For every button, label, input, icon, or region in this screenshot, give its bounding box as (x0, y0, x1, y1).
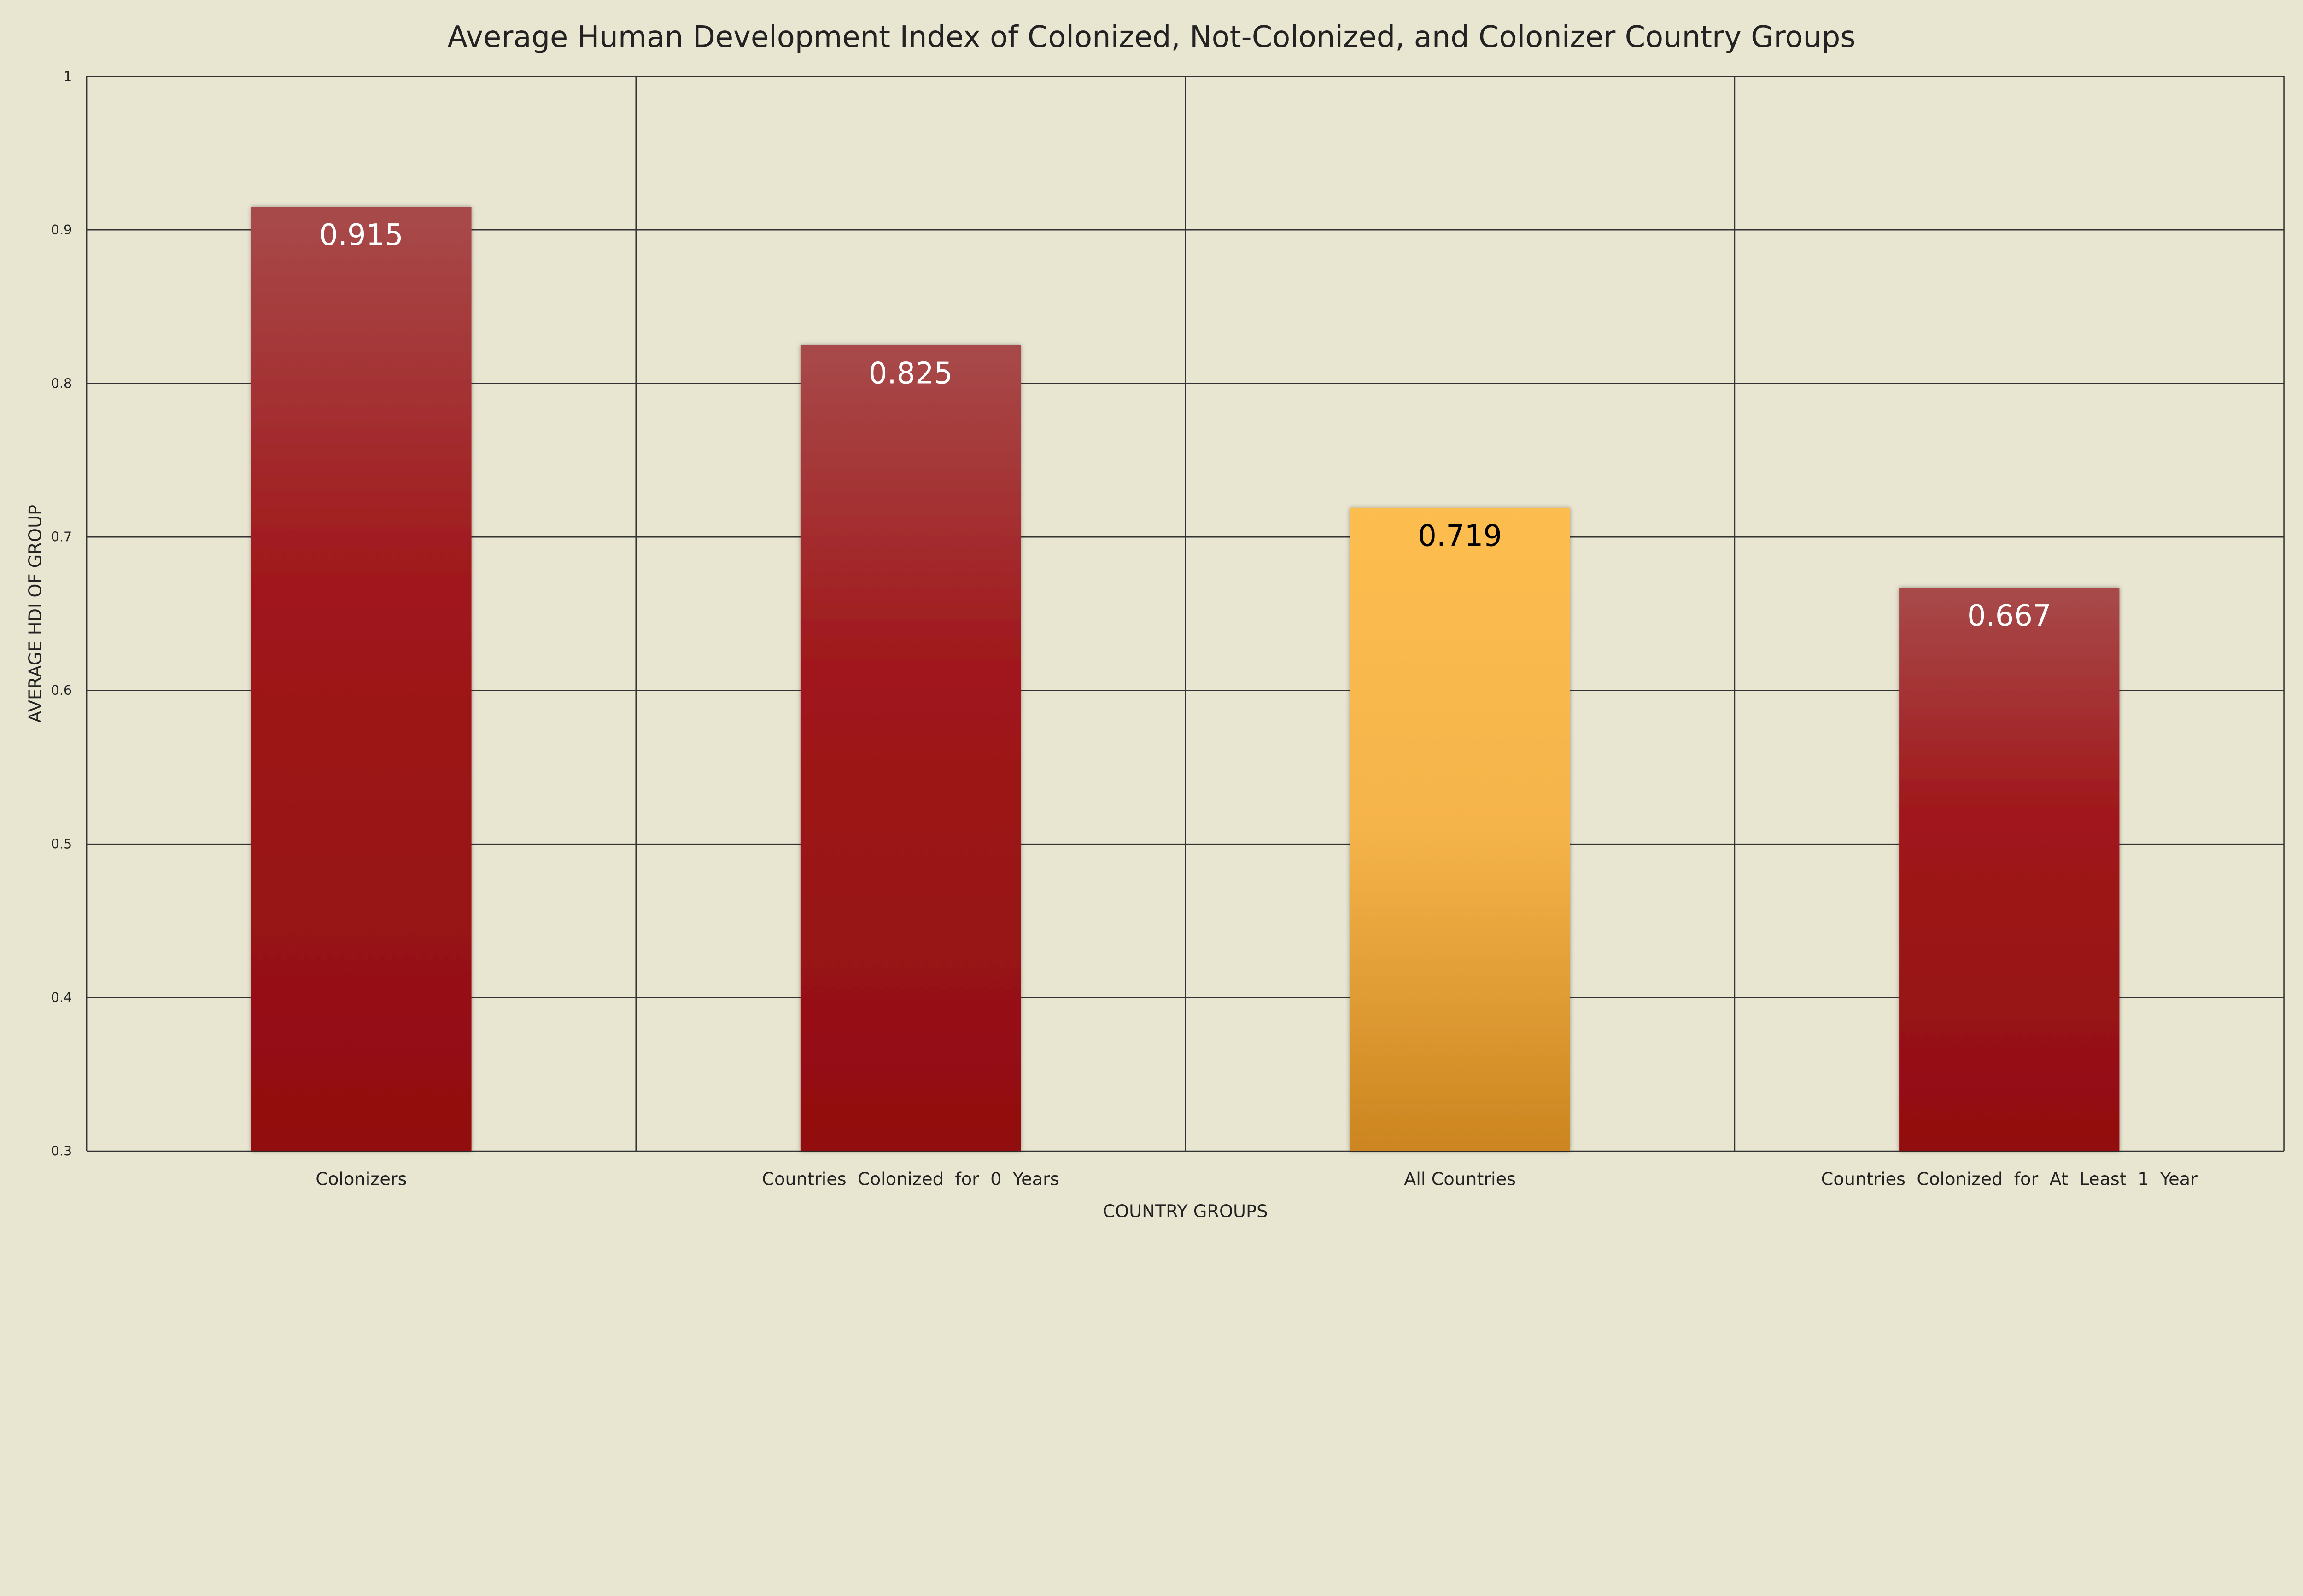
y-tick-label: 0.5 (51, 836, 72, 852)
bar-chart: Average Human Development Index of Colon… (25, 20, 2285, 1222)
y-tick-label: 0.7 (51, 529, 72, 545)
bar (800, 345, 1021, 1151)
x-tick-label: Countries Colonized for At Least 1 Year (1821, 1169, 2198, 1189)
y-tick-label: 0.8 (51, 375, 72, 391)
y-tick-label: 0.9 (51, 222, 72, 238)
data-label: 0.915 (319, 218, 403, 252)
bar (251, 207, 472, 1151)
x-axis-ticks: Colonizers Countries Colonized for 0 Year… (316, 1169, 2198, 1189)
bar (1350, 507, 1570, 1151)
chart-title: Average Human Development Index of Colon… (447, 20, 1855, 54)
y-tick-label: 0.3 (51, 1143, 72, 1159)
x-axis-label: COUNTRY GROUPS (1103, 1201, 1268, 1222)
bars: 0.915 0.825 0.719 0.667 (251, 207, 2120, 1151)
data-label: 0.719 (1418, 519, 1502, 553)
y-tick-label: 0.4 (51, 990, 72, 1005)
y-axis-label: AVERAGE HDI OF GROUP (25, 505, 46, 723)
data-label: 0.667 (1967, 599, 2052, 633)
bar (1899, 588, 2120, 1151)
x-tick-label: Colonizers (316, 1169, 407, 1189)
y-tick-label: 0.6 (51, 682, 72, 698)
y-axis-ticks: 0.3 0.4 0.5 0.6 0.7 0.8 0.9 1 (51, 68, 72, 1159)
data-label: 0.825 (869, 356, 953, 390)
x-tick-label: Countries Colonized for 0 Years (762, 1169, 1059, 1189)
y-tick-label: 1 (64, 68, 72, 84)
x-tick-label: All Countries (1404, 1169, 1516, 1189)
